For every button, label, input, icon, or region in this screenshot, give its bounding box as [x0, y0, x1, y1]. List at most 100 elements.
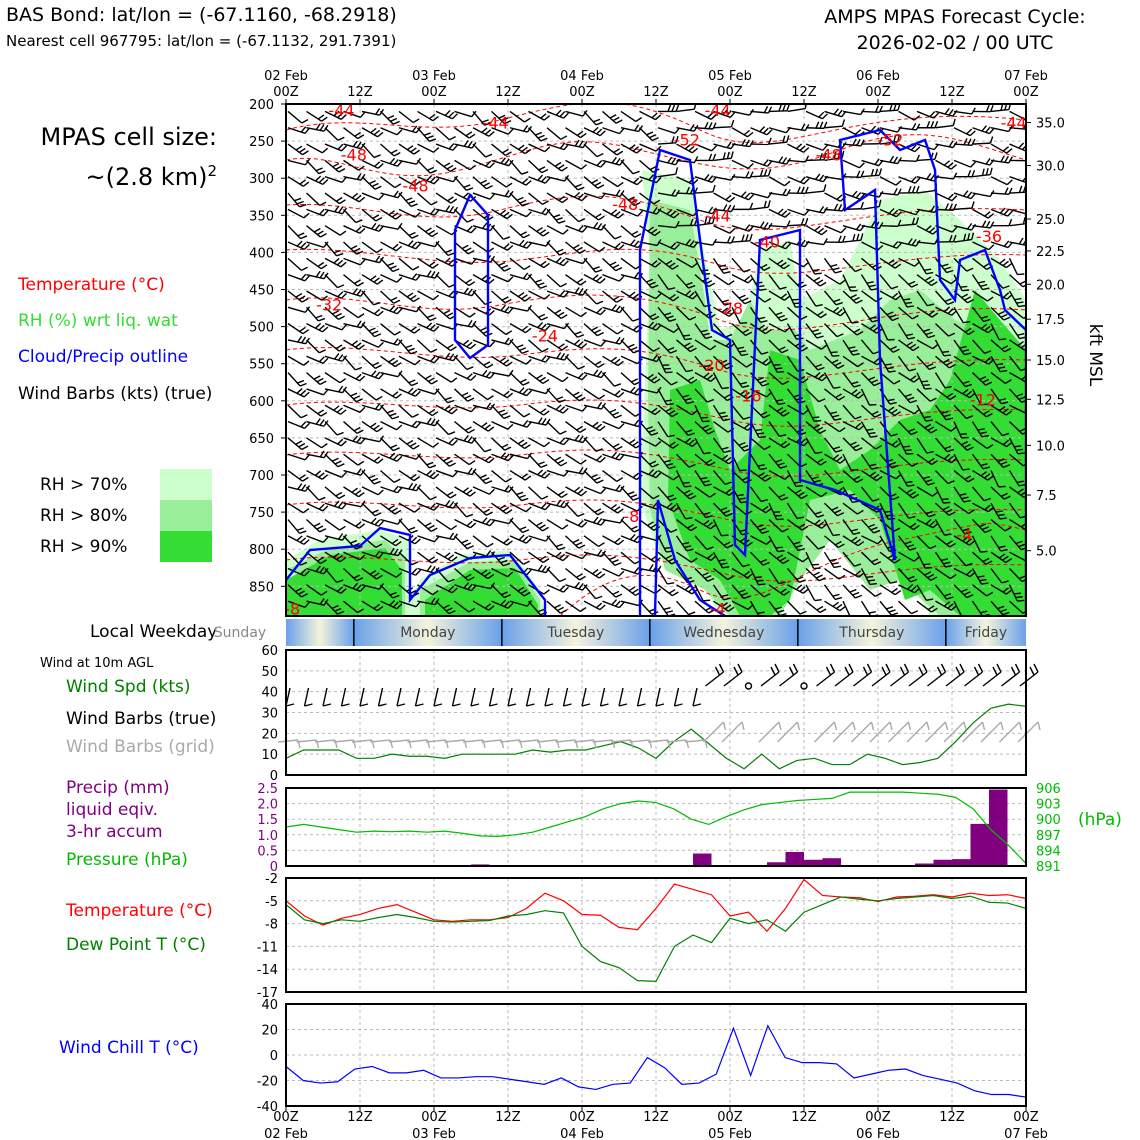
wind-barb-feather: [704, 121, 709, 129]
wind-barb-feather: [481, 119, 489, 123]
wind-barb: [953, 355, 976, 367]
wind-barb: [842, 388, 865, 399]
wind-barb-staff: [583, 192, 602, 200]
wind-barb-feather: [469, 164, 476, 171]
wind-barb-feather: [783, 264, 790, 270]
wind-barb-feather: [687, 523, 694, 529]
wind-barb-staff: [842, 470, 858, 483]
wind-barb-staff: [472, 584, 491, 590]
wind-barb-staff: [528, 322, 546, 332]
wind-barb-feather: [508, 159, 514, 167]
wind-barb-staff: [583, 355, 599, 368]
wind-barb: [527, 127, 548, 142]
wind-barb-staff: [731, 388, 748, 400]
wind-barb: [713, 192, 736, 203]
wind-barb-feather: [923, 563, 931, 566]
wind-barb-feather: [388, 210, 395, 216]
wind-barb-staff: [953, 421, 963, 439]
wind-barb-staff: [602, 306, 620, 314]
wind-barb-feather: [461, 392, 469, 397]
wind-barb: [417, 270, 440, 279]
wind-barb-feather: [572, 391, 580, 397]
wind-barb-feather: [355, 366, 363, 371]
wind-barb-feather: [615, 189, 621, 197]
wind-barb-feather: [593, 369, 599, 376]
wind-barb-feather: [854, 563, 862, 567]
wind-barb: [583, 567, 606, 579]
wind-barb: [565, 339, 588, 349]
wind-barb: [824, 600, 846, 612]
wind-barb-feather: [669, 318, 677, 322]
wind-barb-feather: [980, 550, 988, 553]
wind-barb-feather: [303, 243, 310, 250]
wind-barb-feather: [945, 564, 953, 568]
wind-barb-feather: [582, 257, 588, 265]
wind-barb: [860, 600, 879, 616]
wind-barb-feather: [503, 601, 510, 608]
wind-barb-staff: [398, 502, 415, 513]
wind-barb-staff: [675, 502, 687, 520]
wind-barb-feather: [851, 381, 859, 385]
wind-barb-feather: [580, 132, 587, 139]
wind-barb-feather: [947, 301, 955, 306]
wind-barb-feather: [301, 336, 307, 344]
wind-barb-feather: [539, 229, 547, 235]
wind-barb-staff: [972, 142, 991, 145]
wind-barb: [528, 192, 549, 205]
wind-barb-feather: [301, 593, 308, 598]
wind-barb-feather: [930, 205, 936, 213]
wind-barb-staff: [509, 143, 526, 155]
wind-barb: [454, 404, 477, 413]
wind-barb-feather: [930, 173, 936, 181]
wind-barb: [565, 421, 587, 434]
wind-barb: [823, 257, 843, 274]
wind-barb-staff: [713, 355, 727, 370]
wind-barb-feather: [525, 506, 532, 513]
wind-barb-feather: [599, 130, 606, 137]
wind-barb-staff: [731, 339, 742, 356]
wind-barb-feather: [666, 403, 674, 406]
wind-barb-feather: [594, 181, 602, 187]
wind-barb: [454, 486, 476, 497]
wind-barb: [749, 453, 768, 471]
wind-barb-staff: [490, 551, 504, 567]
wind-barb-staff: [472, 600, 489, 611]
wind-barb-feather: [574, 139, 580, 147]
wind-barb: [472, 222, 496, 232]
wind-barb-staff: [583, 274, 601, 284]
wind-barb-staff: [620, 355, 638, 365]
wind-barb-staff: [491, 274, 509, 283]
wind-barb-feather: [452, 144, 459, 151]
wind-barb: [953, 502, 975, 515]
wind-barb: [287, 584, 308, 598]
wind-barb-staff: [287, 404, 302, 419]
wind-barb: [305, 159, 326, 175]
wind-barb-staff: [398, 469, 415, 482]
wind-barb-feather: [728, 606, 735, 612]
wind-barb-feather: [703, 452, 711, 455]
wind-barb-feather: [836, 333, 844, 338]
wind-barb-staff: [602, 470, 618, 482]
wind-barb-staff: [546, 339, 563, 351]
wind-barb: [823, 290, 843, 306]
wind-barb: [972, 551, 993, 565]
wind-barb-staff: [546, 600, 561, 614]
wind-barb-feather: [300, 126, 307, 133]
wind-barb: [343, 110, 366, 118]
wind-barb-feather: [462, 192, 470, 199]
wind-barb-staff: [509, 404, 525, 418]
wind-barb-feather: [484, 122, 492, 126]
wind-barb-feather: [489, 193, 496, 200]
wind-barb: [453, 355, 474, 371]
wind-barb-feather: [712, 216, 716, 224]
wind-barb-feather: [749, 202, 754, 210]
wind-barb-feather: [744, 275, 751, 282]
wind-barb-staff: [657, 355, 667, 373]
wind-barb: [694, 110, 717, 120]
wind-barb-staff: [602, 535, 619, 546]
wind-barb-staff: [361, 176, 376, 190]
wind-barb-staff: [620, 437, 637, 449]
wind-barb-staff: [842, 306, 853, 324]
wind-barb-staff: [934, 257, 948, 273]
wind-barb: [971, 339, 992, 354]
